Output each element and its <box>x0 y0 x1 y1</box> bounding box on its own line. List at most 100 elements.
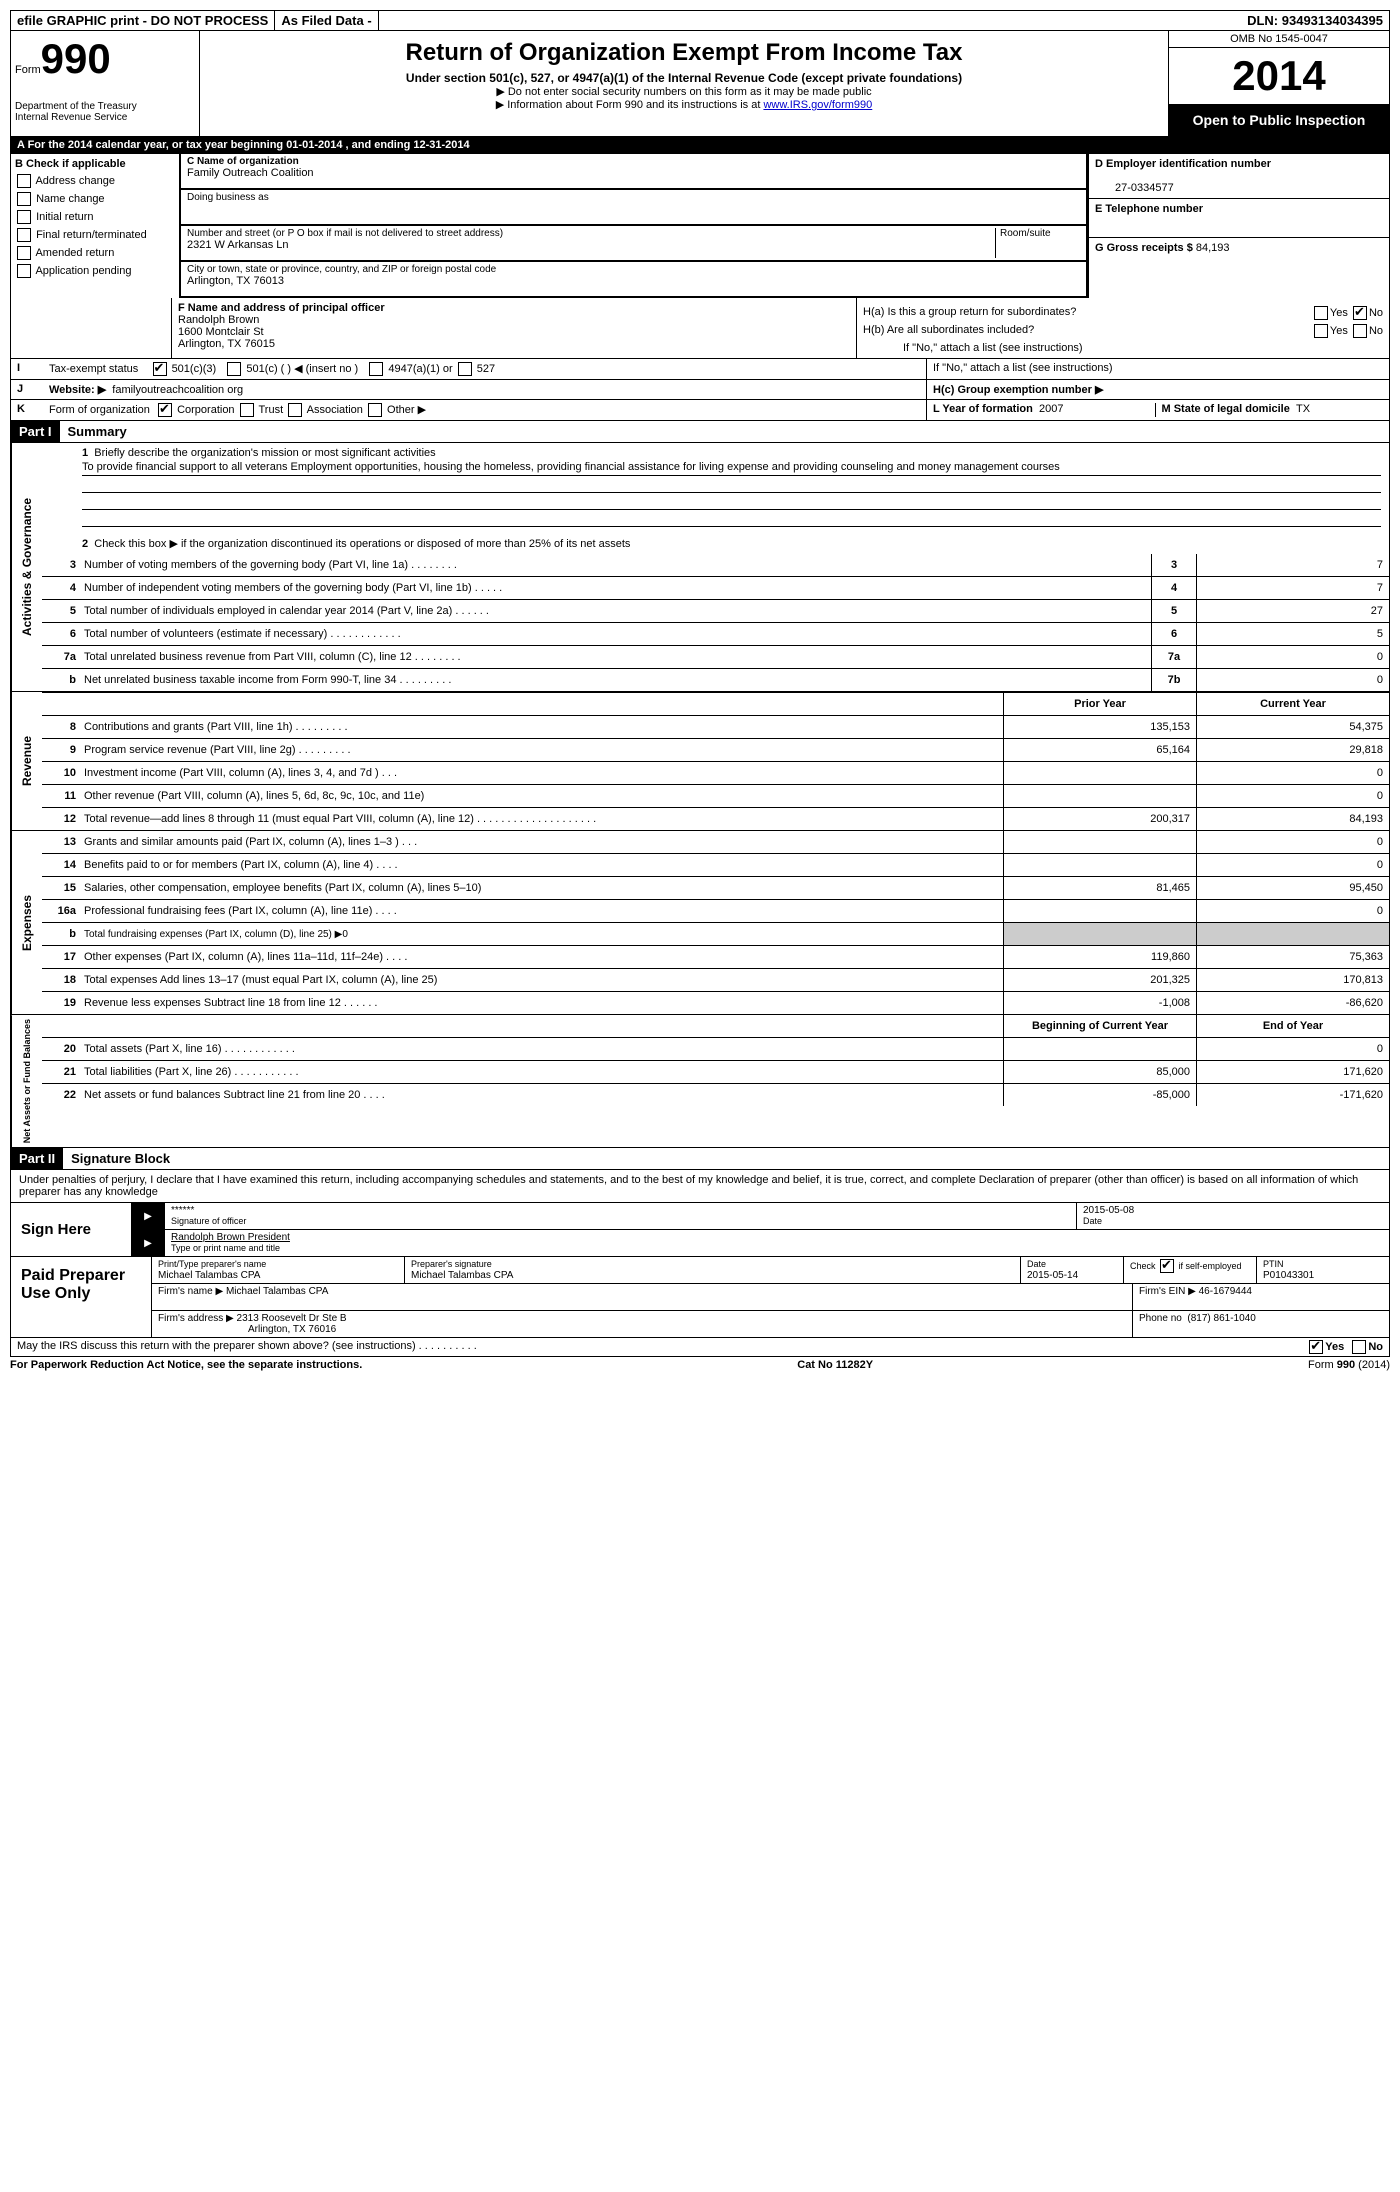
expense-row: 18Total expenses Add lines 13–17 (must e… <box>42 969 1389 992</box>
summary-row: 5Total number of individuals employed in… <box>42 600 1389 623</box>
revenue-row: 8Contributions and grants (Part VIII, li… <box>42 716 1389 739</box>
officer-name: Randolph Brown <box>178 314 259 326</box>
perjury-statement: Under penalties of perjury, I declare th… <box>11 1170 1389 1202</box>
chk-501c3[interactable] <box>153 362 167 376</box>
officer-addr1: 1600 Montclair St <box>178 326 264 338</box>
expense-row: 17Other expenses (Part IX, column (A), l… <box>42 946 1389 969</box>
sign-here-label: Sign Here <box>11 1203 132 1256</box>
city-state-zip: Arlington, TX 76013 <box>187 275 1080 287</box>
dept-treasury: Department of the Treasury <box>15 101 195 112</box>
expense-row: 19Revenue less expenses Subtract line 18… <box>42 992 1389 1014</box>
activities-governance: Activities & Governance 1 Briefly descri… <box>10 443 1390 692</box>
efile-notice: efile GRAPHIC print - DO NOT PROCESS <box>11 11 275 30</box>
chk-hb-no[interactable] <box>1353 324 1367 338</box>
revenue-row: 11Other revenue (Part VIII, column (A), … <box>42 785 1389 808</box>
col-b-checkboxes: B Check if applicable Address change Nam… <box>11 154 181 298</box>
col-f-officer: F Name and address of principal officer … <box>172 298 857 358</box>
header-right: OMB No 1545-0047 2014 Open to Public Ins… <box>1168 31 1389 136</box>
revenue-row: 9Program service revenue (Part VIII, lin… <box>42 739 1389 762</box>
revenue-row: 10Investment income (Part VIII, column (… <box>42 762 1389 785</box>
summary-row: 7aTotal unrelated business revenue from … <box>42 646 1389 669</box>
irs: Internal Revenue Service <box>15 112 195 123</box>
ein: 27-0334577 <box>1095 182 1174 194</box>
row-k-form-org: K Form of organization Corporation Trust… <box>10 400 1390 421</box>
form-subtitle: Under section 501(c), 527, or 4947(a)(1)… <box>208 71 1160 85</box>
chk-app-pending[interactable] <box>17 264 31 278</box>
part1-header: Part ISummary <box>10 421 1390 443</box>
chk-corp[interactable] <box>158 403 172 417</box>
expense-row: 13Grants and similar amounts paid (Part … <box>42 831 1389 854</box>
col-c-org-info: C Name of organization Family Outreach C… <box>181 154 1089 298</box>
chk-initial-return[interactable] <box>17 210 31 224</box>
row-j-website: J Website: ▶ familyoutreachcoalition org… <box>10 380 1390 400</box>
vlabel-expenses: Expenses <box>11 831 42 1014</box>
chk-address-change[interactable] <box>17 174 31 188</box>
netassets-row: 20Total assets (Part X, line 16) . . . .… <box>42 1038 1389 1061</box>
paid-preparer: Paid Preparer Use Only Print/Type prepar… <box>10 1257 1390 1338</box>
revenue-section: Revenue Prior YearCurrent Year 8Contribu… <box>10 692 1390 831</box>
mission-text: To provide financial support to all vete… <box>82 461 1381 476</box>
net-assets-section: Net Assets or Fund Balances Beginning of… <box>10 1015 1390 1148</box>
irs-link[interactable]: www.IRS.gov/form990 <box>763 99 872 111</box>
col-h-group: H(a) Is this a group return for subordin… <box>857 298 1389 358</box>
org-name: Family Outreach Coalition <box>187 167 1080 179</box>
gross-receipts: 84,193 <box>1196 242 1230 254</box>
chk-527[interactable] <box>458 362 472 376</box>
vlabel-revenue: Revenue <box>11 692 42 830</box>
chk-final-return[interactable] <box>17 228 31 242</box>
chk-assoc[interactable] <box>288 403 302 417</box>
chk-trust[interactable] <box>240 403 254 417</box>
chk-self-employed[interactable] <box>1160 1259 1174 1273</box>
chk-other[interactable] <box>368 403 382 417</box>
chk-discuss-yes[interactable] <box>1309 1340 1323 1354</box>
col-de: D Employer identification number27-03345… <box>1089 154 1389 298</box>
chk-ha-no[interactable] <box>1353 306 1367 320</box>
form-990-page: efile GRAPHIC print - DO NOT PROCESS As … <box>10 10 1390 1373</box>
form-title: Return of Organization Exempt From Incom… <box>208 39 1160 67</box>
expense-row: 14Benefits paid to or for members (Part … <box>42 854 1389 877</box>
expenses-section: Expenses 13Grants and similar amounts pa… <box>10 831 1390 1015</box>
footer: For Paperwork Reduction Act Notice, see … <box>10 1357 1390 1373</box>
top-bar: efile GRAPHIC print - DO NOT PROCESS As … <box>10 10 1390 31</box>
chk-name-change[interactable] <box>17 192 31 206</box>
section-fh: F Name and address of principal officer … <box>10 298 1390 359</box>
revenue-row: 12Total revenue—add lines 8 through 11 (… <box>42 808 1389 830</box>
vlabel-netassets: Net Assets or Fund Balances <box>11 1015 42 1147</box>
expense-row: 16aProfessional fundraising fees (Part I… <box>42 900 1389 923</box>
discuss-row: May the IRS discuss this return with the… <box>10 1338 1390 1357</box>
expense-row: 15Salaries, other compensation, employee… <box>42 877 1389 900</box>
summary-row: bNet unrelated business taxable income f… <box>42 669 1389 691</box>
row-a-tax-year: A For the 2014 calendar year, or tax yea… <box>10 137 1390 154</box>
tax-year: 2014 <box>1169 48 1389 104</box>
info-note: ▶ Information about Form 990 and its ins… <box>208 98 1160 111</box>
officer-addr2: Arlington, TX 76015 <box>178 338 275 350</box>
summary-row: 6Total number of volunteers (estimate if… <box>42 623 1389 646</box>
summary-row: 3Number of voting members of the governi… <box>42 554 1389 577</box>
part2-header: Part IISignature Block <box>10 1148 1390 1170</box>
omb-number: OMB No 1545-0047 <box>1169 31 1389 48</box>
chk-hb-yes[interactable] <box>1314 324 1328 338</box>
chk-amended[interactable] <box>17 246 31 260</box>
netassets-row: 22Net assets or fund balances Subtract l… <box>42 1084 1389 1106</box>
street: 2321 W Arkansas Ln <box>187 239 995 251</box>
as-filed: As Filed Data - <box>275 11 378 30</box>
website: familyoutreachcoalition org <box>112 384 243 396</box>
open-public: Open to Public Inspection <box>1169 104 1389 136</box>
expense-row: bTotal fundraising expenses (Part IX, co… <box>42 923 1389 946</box>
section-bcde: B Check if applicable Address change Nam… <box>10 154 1390 298</box>
vlabel-activities: Activities & Governance <box>11 443 42 691</box>
chk-ha-yes[interactable] <box>1314 306 1328 320</box>
header: Form990 Department of the Treasury Inter… <box>10 31 1390 137</box>
chk-501c[interactable] <box>227 362 241 376</box>
dln: DLN: 93493134034395 <box>1241 11 1389 30</box>
ssn-note: ▶ Do not enter social security numbers o… <box>208 85 1160 98</box>
summary-row: 4Number of independent voting members of… <box>42 577 1389 600</box>
signature-block: Under penalties of perjury, I declare th… <box>10 1170 1390 1257</box>
chk-discuss-no[interactable] <box>1352 1340 1366 1354</box>
header-center: Return of Organization Exempt From Incom… <box>200 31 1168 136</box>
netassets-row: 21Total liabilities (Part X, line 26) . … <box>42 1061 1389 1084</box>
paid-prep-label: Paid Preparer Use Only <box>11 1257 152 1337</box>
chk-4947[interactable] <box>369 362 383 376</box>
header-left: Form990 Department of the Treasury Inter… <box>11 31 200 136</box>
row-i-tax-exempt: I Tax-exempt status 501(c)(3) 501(c) ( )… <box>10 359 1390 380</box>
